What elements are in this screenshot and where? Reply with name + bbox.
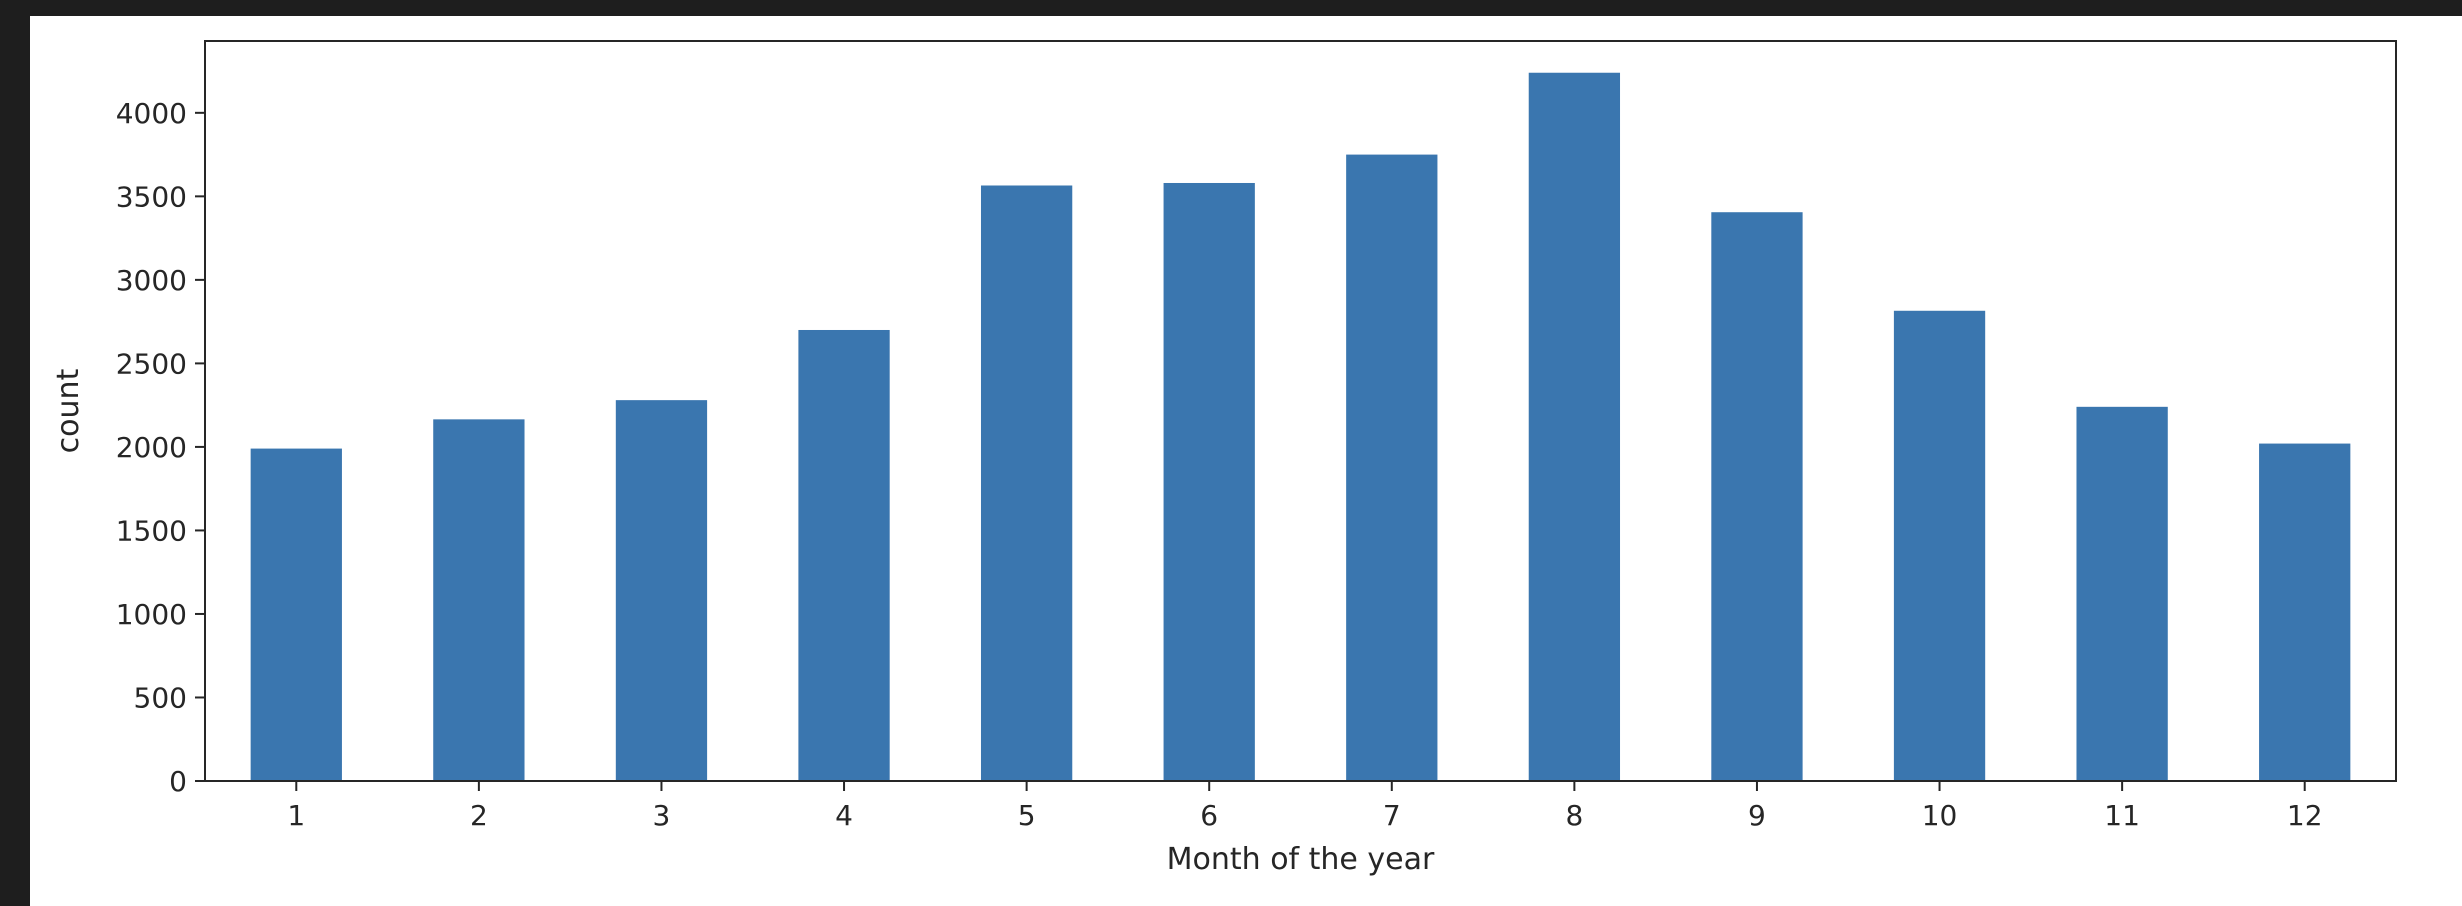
- y-tick-label: 500: [134, 681, 187, 714]
- bar-month-9: [1711, 212, 1803, 781]
- x-tick-label: 3: [653, 799, 671, 832]
- bar-month-7: [1346, 154, 1438, 781]
- y-tick-label: 3500: [116, 180, 187, 213]
- y-tick-label: 4000: [116, 97, 187, 130]
- bar-month-10: [1893, 310, 1986, 781]
- y-axis-label: count: [51, 368, 86, 453]
- y-tick-label: 1000: [116, 598, 187, 631]
- y-tick-label: 3000: [116, 264, 187, 297]
- x-tick-label: 11: [2104, 799, 2140, 832]
- x-tick-label: 5: [1018, 799, 1036, 832]
- x-tick-label: 4: [835, 799, 853, 832]
- bar-month-6: [1163, 182, 1255, 781]
- plot-frame: [204, 40, 2397, 782]
- y-tick-label: 2500: [116, 347, 187, 380]
- bar-month-5: [980, 185, 1073, 782]
- x-axis-label: Month of the year: [1167, 842, 1435, 877]
- x-tick-label: 1: [287, 799, 305, 832]
- bars-group: [250, 72, 2351, 782]
- y-tick-label: 2000: [116, 431, 187, 464]
- y-tick-label: 1500: [116, 514, 187, 547]
- x-tick-label: 9: [1748, 799, 1766, 832]
- x-tick-label: 10: [1922, 799, 1958, 832]
- bar-month-8: [1528, 72, 1621, 781]
- x-tick-label: 2: [470, 799, 488, 832]
- bar-month-12: [2259, 443, 2351, 781]
- bar-month-3: [615, 400, 708, 781]
- bar-month-11: [2076, 406, 2168, 781]
- x-tick-label: 6: [1200, 799, 1218, 832]
- x-tick-label: 12: [2287, 799, 2323, 832]
- x-tick-label: 8: [1565, 799, 1583, 832]
- bar-month-4: [798, 329, 890, 781]
- x-axis-ticks: 1 2 3 4 5 6 7 8 9 10 11 12: [287, 781, 2323, 832]
- y-tick-label: 0: [169, 765, 187, 798]
- x-tick-label: 7: [1383, 799, 1401, 832]
- bar-month-2: [433, 419, 525, 781]
- y-axis-ticks: 0 500 1000 1500 2000 2500 3000 3500 4000: [116, 97, 205, 798]
- bar-month-1: [250, 448, 342, 781]
